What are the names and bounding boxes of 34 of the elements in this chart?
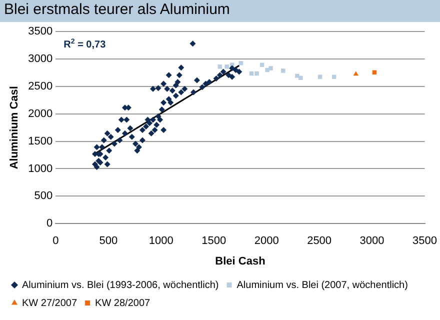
x-tick-label: 3000 xyxy=(360,235,384,248)
x-tick-label: 2000 xyxy=(254,235,279,248)
x-axis-title: Blei Cash xyxy=(215,255,266,268)
y-tick-label: 2000 xyxy=(28,108,53,120)
y-axis-title: Aluminium Casl xyxy=(8,86,21,170)
chart-title: Blei erstmals teurer als Aluminium xyxy=(0,0,440,22)
legend-label: KW 28/2007 xyxy=(95,298,151,309)
point xyxy=(318,74,322,79)
point xyxy=(218,64,222,69)
point xyxy=(254,71,259,76)
point xyxy=(268,66,273,70)
point xyxy=(295,74,300,78)
point xyxy=(332,74,336,79)
point xyxy=(224,64,229,69)
x-tick-label: 2500 xyxy=(307,235,332,248)
x-tick-label: 1500 xyxy=(202,235,226,248)
legend-label: Aluminium vs. Blei (2007, wöchentlich) xyxy=(236,280,408,291)
legend-label: KW 27/2007 xyxy=(22,298,78,309)
legend-label: Aluminium vs. Blei (1993-2006, wöchentlich) xyxy=(22,280,219,291)
x-tick-label: 500 xyxy=(99,235,118,248)
point xyxy=(298,76,303,80)
point xyxy=(238,61,244,66)
y-tick-label: 3500 xyxy=(28,26,53,38)
point xyxy=(281,68,286,73)
x-tick-label: 1000 xyxy=(148,235,174,248)
point xyxy=(353,71,358,76)
x-tick-label: 3500 xyxy=(412,235,438,248)
y-tick-label: 1000 xyxy=(28,162,53,175)
y-tick-label: 1500 xyxy=(28,135,53,148)
y-tick-label: 500 xyxy=(34,190,53,202)
y-tick-label: 3000 xyxy=(28,53,53,66)
y-tick-label: 0 xyxy=(46,218,53,230)
point xyxy=(260,62,264,67)
y-tick-label: 2500 xyxy=(28,80,53,92)
